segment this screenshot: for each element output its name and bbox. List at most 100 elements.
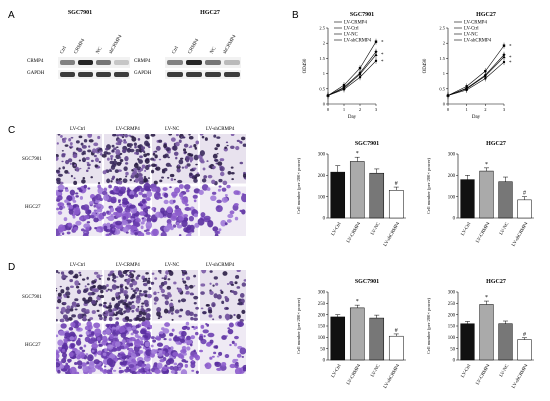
cell [62,139,66,144]
blot-sgc7901-crmp4 [58,57,130,68]
cell [70,174,73,178]
y-axis-label: OD490 [423,58,428,73]
cell [118,177,122,181]
x-tick-label: LV-Ctrl [461,221,473,237]
cell [82,289,88,293]
cell [109,160,115,165]
cell [214,159,219,162]
cell [109,372,113,374]
cell [212,226,219,232]
x-tick-label: LV-Ctrl [461,363,473,379]
cell [122,215,127,220]
cell [156,311,161,317]
cell [145,214,151,218]
cell [175,141,180,147]
cell [141,198,147,204]
cell [123,312,126,314]
cell [216,355,220,358]
cell [144,169,147,172]
cell [56,207,60,211]
cell [127,143,133,147]
cell [155,145,161,151]
cell [213,293,218,299]
cell [216,136,221,139]
row-label-sgc7901: SGC7901 [22,157,42,162]
cell [83,299,88,305]
cell [116,146,119,149]
cell [221,335,227,340]
cell [163,308,169,314]
cell [150,367,156,373]
cell [64,317,70,322]
cell [217,161,223,166]
cell [56,350,59,355]
cell [118,369,123,374]
cell [93,209,97,212]
row-label-crmp4: CRMP4 [27,59,44,64]
x-tick-label: LV-shCRMP4 [383,221,401,247]
y-tick-label: 100 [318,195,326,200]
panel-d-chart-sgc7901: SGC7901 0 50 100 150 200 250 300 Cell number (pe… [296,279,406,390]
cell [170,369,176,374]
significance-mark: # [523,332,526,338]
cell [207,174,213,179]
bar [330,316,346,361]
cell [114,339,118,342]
cell [62,342,68,348]
cell [78,271,82,274]
cell [78,282,81,286]
cell [147,164,151,168]
cell [193,154,199,161]
row-label-sgc7901: SGC7901 [22,295,42,300]
cell [154,368,161,374]
cell [180,157,184,160]
y-tick-label: 2.5 [439,26,445,31]
cell [112,308,118,312]
cell [89,361,95,366]
cell [101,190,108,196]
cell [122,290,128,295]
cell [69,189,76,196]
cell [139,167,144,172]
cell [105,323,111,328]
cell [233,313,236,317]
cell [73,180,78,186]
cell [161,294,166,297]
cell [168,302,174,308]
cell [62,166,66,170]
cell [178,159,184,165]
cell [213,276,218,280]
cell [127,274,132,278]
cell [117,354,120,357]
cell [196,172,200,175]
cell [198,335,204,341]
cell [129,343,134,347]
cell [200,212,206,218]
cell [128,318,133,322]
cell [117,357,121,360]
cell [181,166,185,169]
y-tick-label: 0 [453,217,456,222]
cell [116,297,120,300]
cell [102,170,107,175]
cell [160,231,167,236]
cell [133,270,136,273]
cell [68,204,74,210]
cell [68,352,74,358]
cell [167,293,172,298]
cell [105,147,109,151]
cell [73,206,81,215]
cell [138,175,144,182]
cell [233,342,238,347]
cell [99,294,105,299]
cell [61,352,68,358]
cell [134,291,138,294]
cell [104,310,110,315]
cell [111,278,115,282]
cell [82,177,86,180]
blot-sgc7901-gapdh [58,70,130,79]
cell [193,178,198,183]
cell [164,300,169,306]
cell [133,142,137,147]
cell [206,187,211,191]
